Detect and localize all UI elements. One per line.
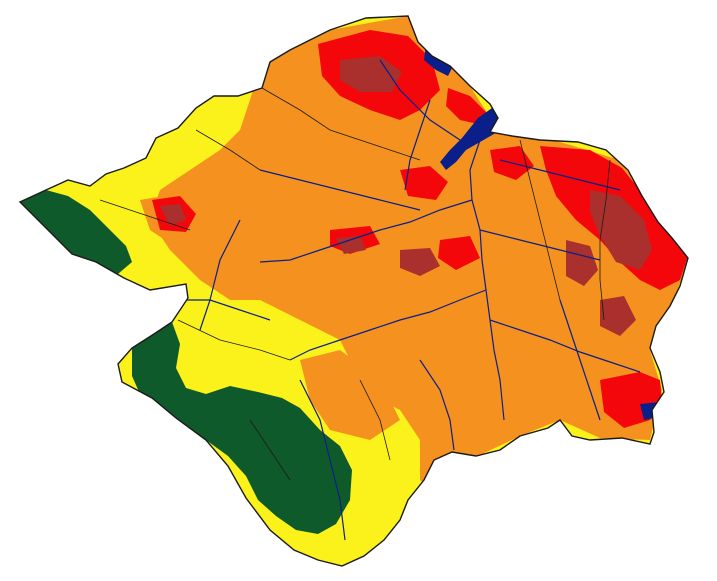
region-outline (18, 15, 689, 567)
rivers (149, 59, 641, 541)
municipal-boundaries (99, 87, 611, 481)
zone-forest (20, 190, 352, 534)
zone-very-high (160, 56, 652, 336)
